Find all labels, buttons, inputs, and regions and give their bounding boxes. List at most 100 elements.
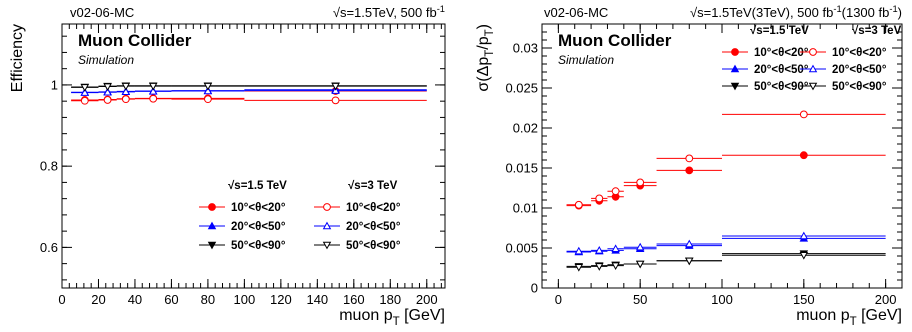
data-point: [635, 260, 645, 269]
chart-subtitle: Simulation: [78, 53, 134, 67]
series-3tev-3: [566, 110, 886, 209]
x-tick-label: 20: [91, 292, 105, 307]
x-tick-label: 40: [128, 292, 142, 307]
x-tick-label: 200: [416, 292, 438, 307]
data-point: [148, 82, 158, 91]
series-3tev-5: [71, 82, 427, 92]
x-axis-label: muon pT [GeV]: [796, 307, 902, 328]
data-point: [799, 231, 809, 240]
y-axis: 0.6 0.8 1: [40, 35, 445, 281]
x-tick-label: 60: [164, 292, 178, 307]
y-tick-label: 0.02: [513, 121, 538, 136]
data-point: [636, 178, 645, 187]
legend-marker: [322, 241, 332, 250]
legend-marker: [208, 203, 216, 211]
y-tick-label: 0: [531, 281, 538, 296]
legend-label: 10°<θ<20°: [754, 47, 809, 59]
x-tick-label: 150: [793, 292, 815, 307]
series-3tev-4: [566, 231, 886, 255]
legend-label: 20°<θ<50°: [754, 64, 809, 76]
legend-label: 50°<θ<90°: [231, 240, 286, 252]
data-point: [574, 263, 584, 272]
legend-label: 20°<θ<50°: [832, 64, 887, 76]
legend-marker: [808, 64, 818, 73]
x-tick-label: 0: [58, 292, 65, 307]
data-point: [799, 251, 809, 260]
data-point: [121, 87, 131, 96]
data-point: [203, 86, 213, 95]
data-point: [611, 244, 620, 253]
data-point: [121, 95, 130, 104]
series-3tev-5: [566, 251, 886, 272]
legend-label: 20°<θ<50°: [231, 221, 286, 233]
y-tick-label: 0.01: [513, 201, 538, 216]
data-point: [204, 95, 212, 104]
data-point: [595, 263, 604, 271]
data-point: [331, 96, 340, 105]
x-tick-label: 80: [201, 292, 215, 307]
plot-frame: [61, 23, 446, 289]
data-point: [595, 245, 604, 254]
y-tick-label: 0.03: [513, 41, 538, 56]
energy-luminosity-label: √s=1.5TeV, 500 fb-1: [333, 4, 445, 20]
legend-label: 50°<θ<90°: [754, 81, 809, 93]
data-point: [80, 88, 90, 96]
data-point: [611, 187, 620, 196]
x-axis: 0 20 40 60 80 100 120 140 160 180 200: [58, 24, 442, 307]
legend: √s=1.5 TeV √s=3 TeV 10°<θ<20° 20°<θ<50° 50°<…: [722, 24, 902, 93]
data-point: [331, 82, 340, 91]
data-point: [148, 86, 158, 95]
data-point: [595, 194, 604, 203]
energy-luminosity-label: √s=1.5TeV(3TeV), 500 fb-1(1300 fb-1): [690, 4, 902, 20]
y-tick-label: 0.025: [505, 81, 538, 96]
legend-marker: [809, 48, 817, 56]
chart-subtitle: Simulation: [558, 53, 614, 67]
legend-marker: [323, 203, 331, 211]
legend-label: 10°<θ<20°: [832, 47, 887, 59]
x-tick-label: 50: [633, 292, 647, 307]
x-tick-label: 180: [379, 292, 401, 307]
legend-label: 20°<θ<50°: [346, 221, 401, 233]
x-axis: 0 50 100 150 200: [555, 24, 903, 307]
y-tick-label: 0.005: [505, 241, 538, 256]
y-tick-label: 1: [51, 77, 58, 92]
legend-marker: [207, 221, 217, 230]
data-point: [685, 154, 694, 163]
x-axis-label: muon pT [GeV]: [339, 307, 445, 328]
chart-panel-1: 0 20 40 60 80 100 120 140 160 180 200 0.6 0.8 1 v02-06…: [9, 4, 446, 328]
chart-title: Muon Collider: [558, 31, 672, 50]
x-tick-label: 160: [343, 292, 365, 307]
data-point: [611, 262, 620, 271]
legend-marker: [730, 82, 740, 91]
chart-panel-2: 0 50 100 150 200 0 0.005 0.01 0.015 0.02 0.025 0.03…: [475, 4, 903, 328]
legend: √s=1.5 TeV √s=3 TeV 10°<θ<20° 20°<θ<50° 50°<…: [199, 179, 401, 252]
data-point: [799, 110, 808, 119]
x-tick-label: 0: [555, 292, 562, 307]
data-point: [103, 87, 112, 96]
data-point: [103, 83, 112, 91]
data-point: [149, 94, 158, 103]
legend-marker: [207, 241, 217, 250]
mc-version-tag: v02-06-MC: [70, 5, 134, 20]
legend-label: 50°<θ<90°: [346, 240, 401, 252]
series-3tev-3: [71, 94, 427, 105]
data-point: [685, 166, 694, 175]
y-tick-label: 0.015: [505, 161, 538, 176]
legend-marker: [731, 48, 739, 56]
y-axis: 0 0.005 0.01 0.015 0.02 0.025 0.03: [505, 23, 902, 296]
data-point: [80, 84, 90, 92]
mc-version-tag: v02-06-MC: [544, 5, 608, 20]
x-tick-label: 100: [234, 292, 256, 307]
legend-header: √s=3 TeV: [348, 179, 398, 192]
legend-marker: [322, 221, 332, 230]
data-point: [685, 257, 694, 266]
legend-marker: [808, 82, 818, 91]
legend-header: √s=1.5 TeV: [750, 24, 809, 37]
data-point: [203, 82, 213, 91]
data-point: [80, 96, 89, 105]
legend-label: 10°<θ<20°: [346, 202, 401, 214]
series-1.5tev-0: [566, 151, 886, 210]
series-3tev-4: [71, 86, 427, 96]
legend-label: 10°<θ<20°: [231, 202, 286, 214]
